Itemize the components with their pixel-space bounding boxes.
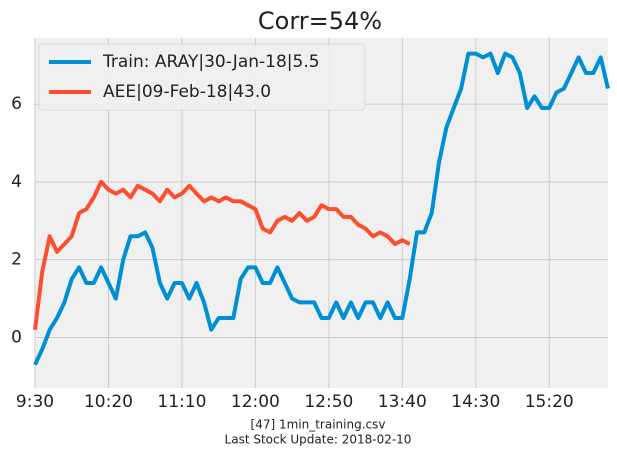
footer-line: [47] 1min_training.csv [251,418,386,432]
x-tick-label: 13:40 [378,392,427,412]
y-tick-label: 4 [11,172,22,192]
x-tick-label: 9:30 [16,392,54,412]
chart-title: Corr=54% [258,7,382,35]
y-tick-label: 0 [11,327,22,347]
series-line [33,51,610,366]
x-tick-label: 14:30 [451,392,500,412]
footer-line: Last Stock Update: 2018-02-10 [225,433,412,447]
x-tick-label: 12:50 [304,392,353,412]
x-tick-label: 10:20 [84,392,133,412]
y-tick-label: 2 [11,250,22,270]
legend-label: Train: ARAY|30-Jan-18|5.5 [102,52,320,72]
legend-label: AEE|09-Feb-18|43.0 [103,82,271,102]
legend-box [38,43,366,111]
x-tick-label: 11:10 [157,392,206,412]
y-tick-label: 6 [11,94,22,114]
x-tick-label: 12:00 [231,392,280,412]
series-line [33,179,411,330]
x-tick-label: 15:20 [525,392,574,412]
